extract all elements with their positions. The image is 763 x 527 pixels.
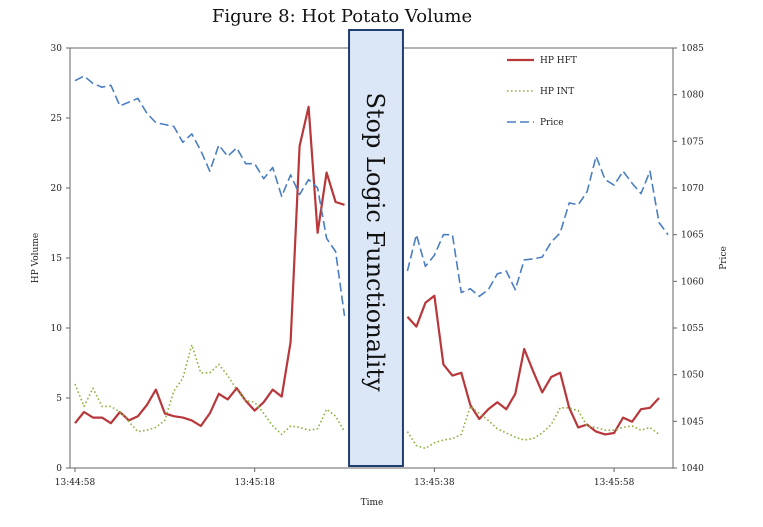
series-line-hp-hft-1 [74,105,345,428]
left-y-axis: 0 5 10 15 20 25 30 [51,44,70,474]
x-axis: 13:44:58 13:45:18 13:45:38 13:45:58 [55,468,635,488]
series-line-hp-int-2 [406,405,660,450]
legend: HP HFT HP INT Price [507,56,577,128]
right-y-axis: 1040 1045 1050 1055 1060 1065 1070 1075 1080 1085 [673,44,704,474]
left-y-tick-label: 20 [51,184,63,194]
right-y-tick-label: 1040 [681,464,704,474]
x-tick-label: 13:44:58 [55,478,96,488]
legend-label-price: Price [540,118,564,128]
right-y-tick-label: 1085 [681,44,704,54]
series-layer [74,75,669,450]
right-y-tick-label: 1055 [681,324,704,334]
right-y-tick-label: 1045 [681,417,704,427]
series-line-price-2 [406,155,669,298]
right-y-tick-label: 1070 [681,184,704,194]
left-y-tick-label: 5 [56,394,62,404]
stop-logic-band-rect [348,29,404,467]
x-tick-label: 13:45:18 [234,478,275,488]
series-line-hp-hft-2 [406,294,660,436]
right-y-axis-title: Price [719,246,729,270]
right-y-tick-label: 1065 [681,231,704,241]
legend-label-hp-hft: HP HFT [540,56,577,66]
legend-label-hp-int: HP INT [540,87,574,97]
left-y-tick-label: 30 [51,44,63,54]
right-y-tick-label: 1060 [681,277,704,287]
x-axis-title: Time [361,498,384,508]
series-line-hp-int-1 [74,343,346,436]
stop-logic-band: Stop Logic Functionality [348,29,404,467]
right-y-tick-label: 1080 [681,91,704,101]
series-line-price-1 [74,75,346,317]
left-y-tick-label: 25 [51,114,63,124]
x-tick-label: 13:45:38 [414,478,455,488]
x-tick-label: 13:45:58 [594,478,635,488]
stop-logic-label: Stop Logic Functionality [361,92,389,392]
left-y-tick-label: 10 [51,324,63,334]
left-y-tick-label: 15 [51,254,63,264]
left-y-axis-title: HP Volume [31,233,41,283]
chart-title: Figure 8: Hot Potato Volume [212,6,472,27]
left-y-tick-label: 0 [56,464,62,474]
right-y-tick-label: 1075 [681,137,704,147]
right-y-tick-label: 1050 [681,371,704,381]
